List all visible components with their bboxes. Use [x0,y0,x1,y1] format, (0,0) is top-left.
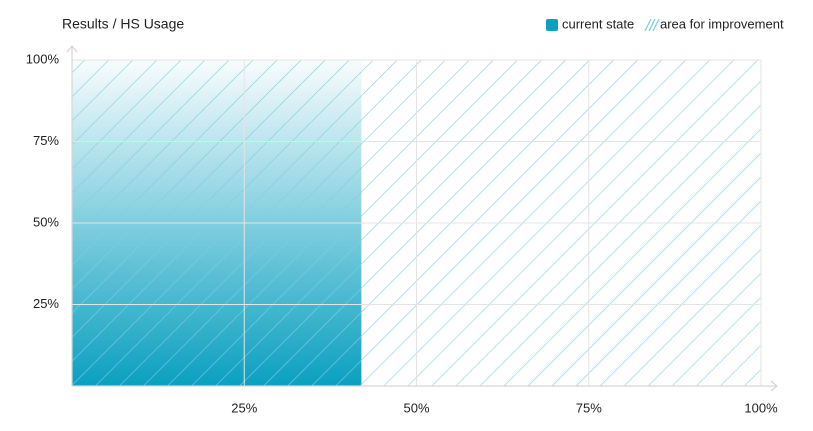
legend-hatch [652,18,660,32]
x-axis [72,380,778,392]
legend-label: area for improvement [660,16,784,31]
y-tick-label: 50% [33,214,59,229]
legend-swatch [644,18,660,32]
y-tick-label: 25% [33,296,59,311]
x-tick-label: 50% [403,400,429,415]
legend-swatch [546,19,558,31]
x-tick-label: 25% [231,400,257,415]
legend-hatch [644,18,652,32]
chart-title: Results / HS Usage [62,16,184,32]
legend-hatch [648,18,656,32]
y-axis [66,45,78,386]
x-tick-label: 75% [576,400,602,415]
x-tick-label: 100% [744,400,778,415]
legend-label: current state [562,16,634,31]
y-tick-label: 100% [26,51,60,66]
y-tick-label: 75% [33,133,59,148]
